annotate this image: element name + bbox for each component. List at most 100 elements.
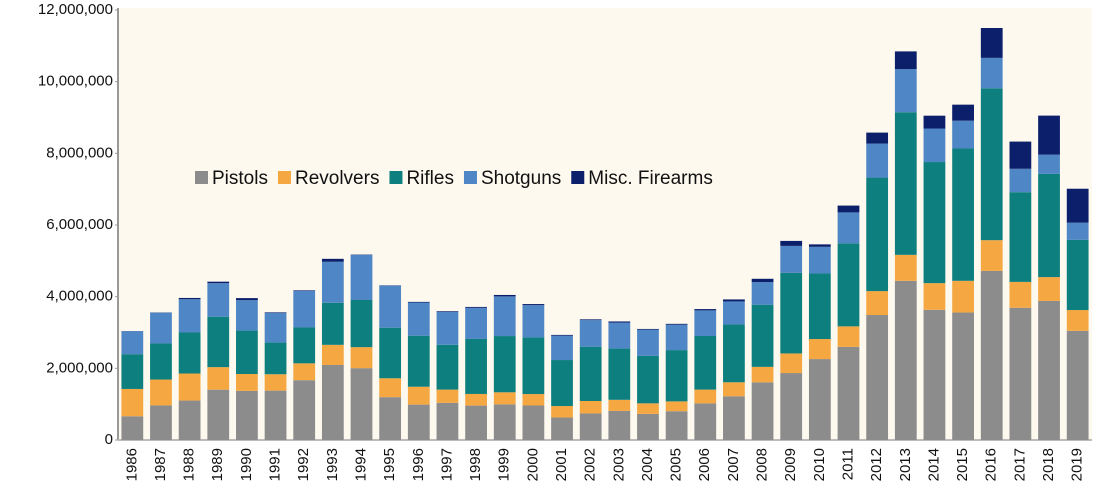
x-tick-label: 1994 xyxy=(352,448,369,481)
bar-segment xyxy=(264,312,287,343)
bar-segment xyxy=(293,290,316,328)
bar-segment xyxy=(178,299,201,333)
bar-segment xyxy=(579,413,602,440)
bar-segment xyxy=(1066,330,1089,440)
x-tick-label: 2014 xyxy=(925,448,942,481)
x-tick-label: 1997 xyxy=(438,448,455,481)
bar-segment xyxy=(751,278,774,283)
bar-segment xyxy=(207,389,230,440)
bar-segment xyxy=(780,245,803,273)
bar-segment xyxy=(178,332,201,374)
bar-segment xyxy=(637,403,659,414)
bar-segment xyxy=(1009,281,1032,308)
bar-segment xyxy=(1038,300,1060,440)
bar-segment xyxy=(923,115,946,129)
bar-segment xyxy=(665,324,688,351)
bar-segment xyxy=(694,310,717,336)
bar-segment xyxy=(579,346,602,401)
bar-segment xyxy=(350,368,373,440)
bar-segment xyxy=(465,405,487,440)
bar-segment xyxy=(866,143,889,178)
y-tick-label: 10,000,000 xyxy=(38,73,113,90)
bar-segment xyxy=(608,399,631,411)
bar-segment xyxy=(522,337,545,395)
bar-segment xyxy=(837,205,860,213)
bar-segment xyxy=(236,300,258,331)
bar-segment xyxy=(952,148,974,281)
bar-segment xyxy=(293,290,316,291)
bar-segment xyxy=(522,394,545,406)
bar-segment xyxy=(551,417,573,440)
legend-label: Pistols xyxy=(212,168,268,189)
bar-segment xyxy=(522,304,545,306)
x-tick-label: 1995 xyxy=(381,448,398,481)
bar-segment xyxy=(178,297,201,300)
x-tick-label: 2008 xyxy=(754,448,771,481)
x-tick-label: 2006 xyxy=(696,448,713,481)
bar-segment xyxy=(379,397,402,440)
bar-segment xyxy=(236,298,258,301)
bar-segment xyxy=(551,360,573,407)
bar-segment xyxy=(579,320,602,347)
bar-segment xyxy=(207,367,230,390)
bar-segment xyxy=(321,344,344,365)
bar-segment xyxy=(236,373,258,391)
bar-segment xyxy=(379,285,402,328)
bar-segment xyxy=(665,411,688,440)
bar-segment xyxy=(694,403,717,440)
bar-segment xyxy=(264,342,287,375)
bar-segment xyxy=(952,104,974,121)
bar-segment xyxy=(923,309,946,440)
bar-segment xyxy=(350,255,373,300)
x-tick-label: 1999 xyxy=(496,448,513,481)
x-tick-label: 1998 xyxy=(467,448,484,481)
y-tick-label: 2,000,000 xyxy=(46,359,113,376)
legend: Pistols Revolvers Rifles Shotguns Misc. Fire… xyxy=(195,168,713,189)
bar-segment xyxy=(808,339,831,360)
x-tick-label: 2007 xyxy=(725,448,742,481)
y-tick-label: 8,000,000 xyxy=(46,144,113,161)
bar-segment xyxy=(808,244,831,247)
bar-segment xyxy=(894,112,917,255)
bar-segment xyxy=(551,406,573,418)
legend-swatch xyxy=(277,171,291,184)
x-tick-label: 2016 xyxy=(983,448,1000,481)
bar-segment xyxy=(321,258,344,262)
bar-segment xyxy=(1038,173,1060,278)
bar-segment xyxy=(121,331,144,355)
bar-segment xyxy=(780,272,803,354)
legend-label: Revolvers xyxy=(295,168,379,189)
x-tick-label: 1988 xyxy=(181,448,198,481)
bar-segment xyxy=(894,69,917,113)
bar-segment xyxy=(780,373,803,440)
legend-swatch xyxy=(389,171,403,184)
bar-segment xyxy=(436,311,459,345)
bar-segment xyxy=(407,404,430,440)
bar-segment xyxy=(1066,310,1089,331)
bar-segment xyxy=(923,162,946,284)
bar-segment xyxy=(493,392,516,405)
bar-segment xyxy=(837,346,860,440)
bar-segment xyxy=(121,388,144,417)
x-tick-label: 1993 xyxy=(324,448,341,481)
bar-segment xyxy=(493,404,516,440)
bar-segment xyxy=(923,283,946,310)
bar-segment xyxy=(637,328,659,330)
x-tick-label: 2015 xyxy=(954,448,971,481)
bar-segment xyxy=(236,330,258,374)
plot-background xyxy=(118,8,1092,440)
bar-segment xyxy=(980,240,1003,271)
bar-segment xyxy=(866,177,889,292)
bar-segment xyxy=(637,329,659,356)
x-tick-label: 1990 xyxy=(238,448,255,481)
x-tick-label: 2002 xyxy=(582,448,599,481)
bar-segment xyxy=(894,51,917,70)
x-tick-label: 2011 xyxy=(839,448,856,480)
bar-segment xyxy=(894,280,917,440)
bar-segment xyxy=(207,281,230,284)
bar-segment xyxy=(608,322,631,349)
legend-label: Rifles xyxy=(406,168,454,189)
bar-segment xyxy=(952,120,974,149)
bar-segment xyxy=(493,294,516,297)
bar-segment xyxy=(121,354,144,389)
